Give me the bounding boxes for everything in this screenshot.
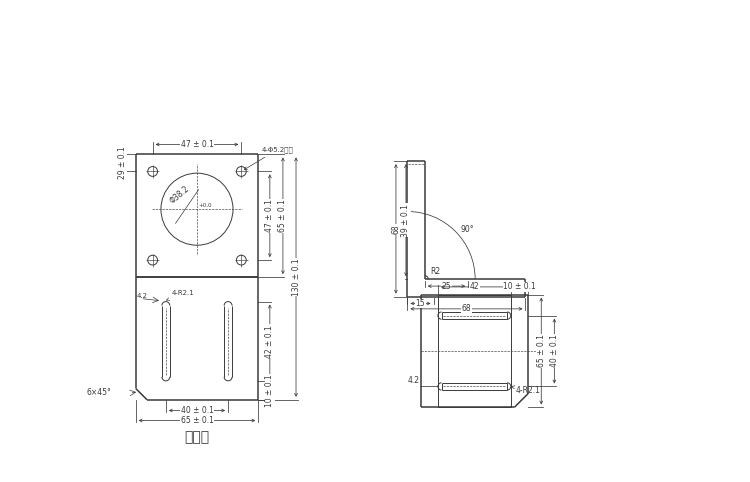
Text: 42: 42	[470, 282, 479, 292]
Text: 15: 15	[416, 299, 425, 308]
Text: 39 ± 0.1: 39 ± 0.1	[401, 204, 410, 237]
Text: 25: 25	[442, 281, 452, 291]
Text: 40 ± 0.1: 40 ± 0.1	[550, 335, 559, 367]
Text: 42 ± 0.1: 42 ± 0.1	[266, 325, 274, 358]
Text: 10 ± 0.1: 10 ± 0.1	[503, 282, 536, 292]
Text: 6×45°: 6×45°	[86, 388, 111, 398]
Text: 40 ± 0.1: 40 ± 0.1	[181, 406, 214, 415]
Text: 65 ± 0.1: 65 ± 0.1	[278, 200, 287, 232]
Text: 68: 68	[462, 304, 471, 313]
Text: 4-Φ5.2通孔: 4-Φ5.2通孔	[244, 147, 293, 170]
Text: 29 ± 0.1: 29 ± 0.1	[118, 147, 127, 179]
Text: 4.2: 4.2	[408, 376, 420, 385]
Text: 130 ± 0.1: 130 ± 0.1	[292, 258, 301, 296]
Text: Φ38.2: Φ38.2	[169, 184, 191, 206]
Text: 10 ± 0.1: 10 ± 0.1	[266, 374, 274, 407]
Text: +0,0: +0,0	[199, 202, 212, 207]
Text: 65 ± 0.1: 65 ± 0.1	[181, 416, 214, 425]
Text: 90°: 90°	[460, 226, 475, 234]
Text: 4-R2.1: 4-R2.1	[166, 291, 194, 300]
Text: R2: R2	[430, 267, 440, 276]
Text: 展开图: 展开图	[184, 430, 209, 444]
Text: 47 ± 0.1: 47 ± 0.1	[181, 140, 214, 149]
Text: 4-R2.1: 4-R2.1	[512, 386, 540, 395]
Text: 68: 68	[392, 224, 400, 234]
Text: 47 ± 0.1: 47 ± 0.1	[266, 200, 274, 232]
Text: 4.2: 4.2	[136, 293, 148, 298]
Text: 65 ± 0.1: 65 ± 0.1	[537, 335, 546, 367]
